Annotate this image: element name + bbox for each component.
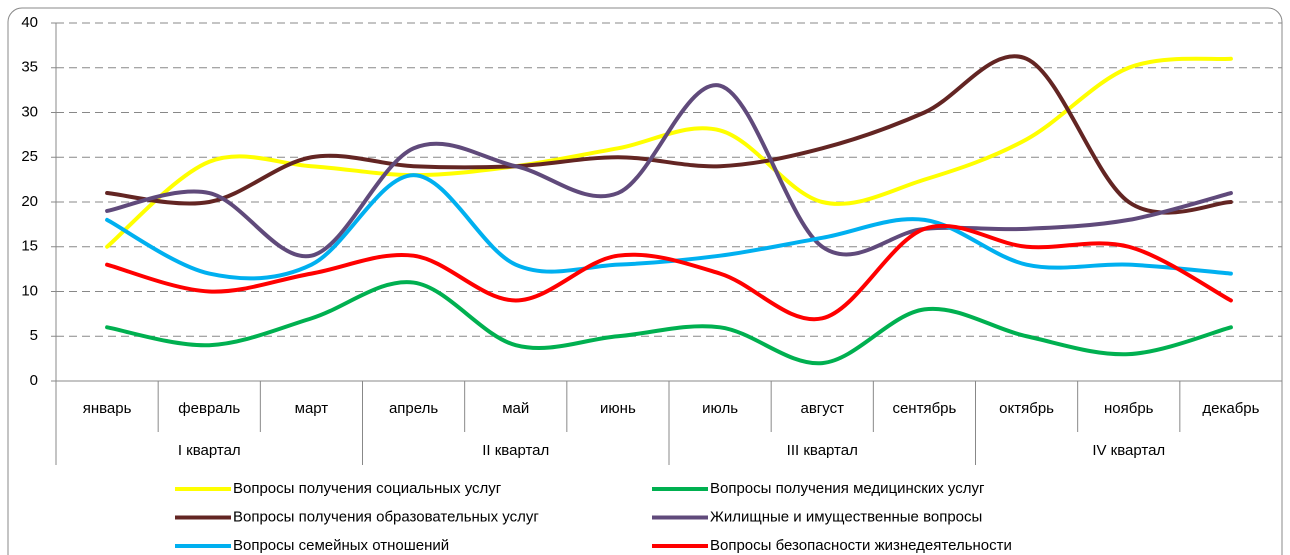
x-tick-label: октябрь	[999, 400, 1054, 417]
x-tick-label: май	[502, 400, 529, 417]
x-tick-label: ноябрь	[1104, 400, 1154, 417]
x-tick-label: август	[801, 400, 845, 417]
series-line	[105, 56, 1233, 249]
legend-label: Жилищные и имущественные вопросы	[710, 508, 982, 525]
series-line	[105, 54, 1233, 215]
x-tick-label: сентябрь	[892, 400, 956, 417]
quarter-label: IV квартал	[1092, 442, 1165, 459]
legend-label: Вопросы получения медицинских услуг	[710, 480, 985, 497]
y-tick-label: 30	[21, 103, 38, 120]
x-tick-label: март	[295, 400, 329, 417]
y-tick-label: 15	[21, 238, 38, 255]
x-tick-label: декабрь	[1202, 400, 1259, 417]
x-tick-label: июль	[702, 400, 738, 417]
y-tick-label: 5	[30, 327, 38, 344]
quarter-label: II квартал	[482, 442, 549, 459]
series-line	[105, 280, 1233, 366]
x-tick-label: июнь	[600, 400, 636, 417]
y-tick-label: 25	[21, 148, 38, 165]
y-tick-label: 20	[21, 193, 38, 210]
y-tick-label: 40	[21, 14, 38, 31]
series-line	[105, 83, 1233, 259]
quarter-label: III квартал	[787, 442, 858, 459]
x-tick-label: февраль	[178, 400, 240, 417]
legend-label: Вопросы безопасности жизнедеятельности	[710, 537, 1012, 554]
legend-label: Вопросы семейных отношений	[233, 537, 449, 554]
quarter-label: I квартал	[178, 442, 241, 459]
series-line	[105, 173, 1233, 281]
series-line	[105, 223, 1233, 322]
y-tick-label: 0	[30, 372, 38, 389]
x-tick-label: апрель	[389, 400, 438, 417]
x-tick-label: январь	[83, 400, 132, 417]
y-tick-label: 35	[21, 59, 38, 76]
legend-label: Вопросы получения социальных услуг	[233, 480, 502, 497]
y-tick-label: 10	[21, 282, 38, 299]
legend-label: Вопросы получения образовательных услуг	[233, 508, 539, 525]
chart-frame	[7, 7, 1283, 555]
